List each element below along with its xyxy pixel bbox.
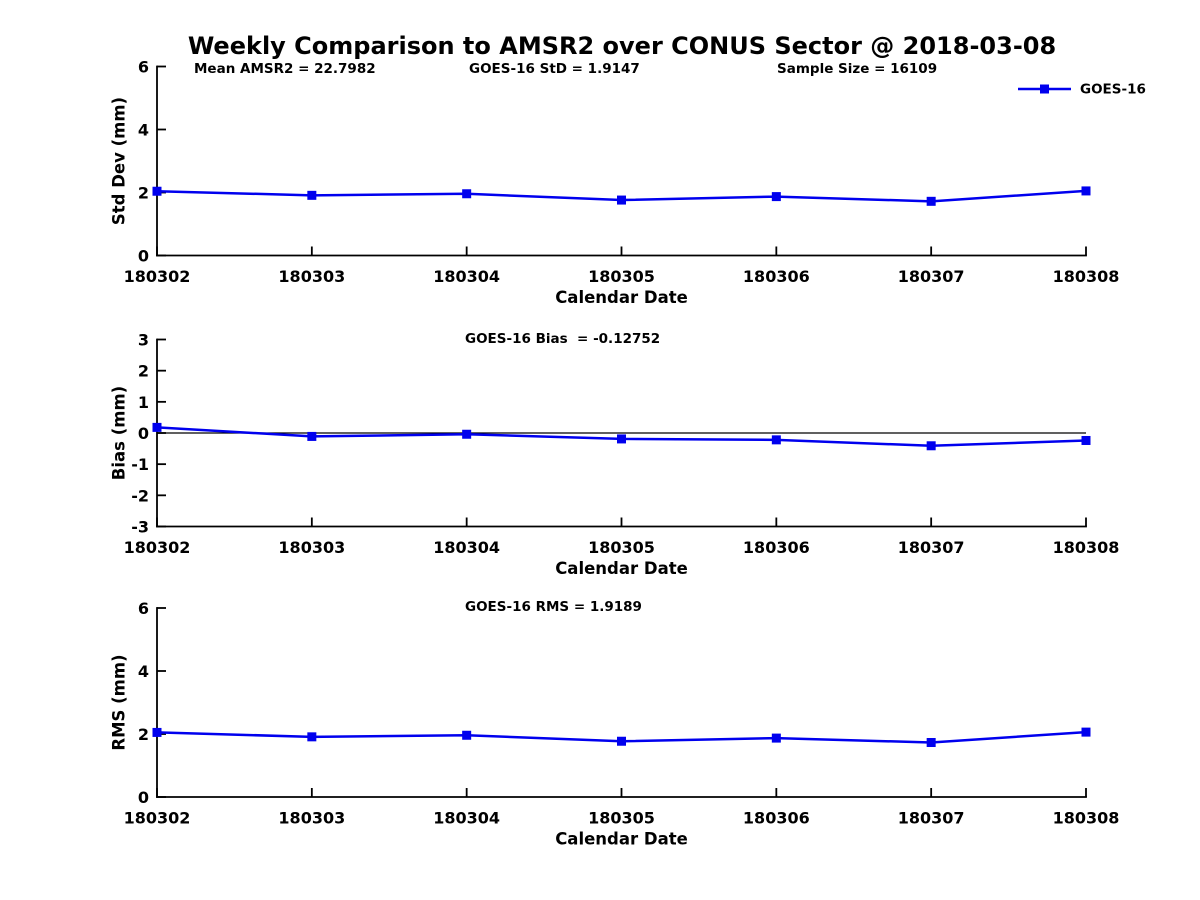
data-point-marker	[771, 192, 781, 202]
y-tick-label: 6	[138, 58, 149, 77]
data-point-marker	[771, 435, 781, 445]
legend-marker-icon	[1040, 84, 1049, 94]
annotation-goes16-rms: GOES-16 RMS = 1.9189	[465, 599, 642, 615]
subplot-std-dev: 0 2 4 6 180302 180303 180304 180305 180306 180307…	[110, 58, 1120, 308]
data-point-marker	[926, 196, 936, 206]
y-tick-label: 2	[138, 725, 149, 744]
data-point-marker	[1081, 435, 1091, 445]
x-tick-label: 180306	[743, 267, 810, 286]
annotation-mean-amsr2: Mean AMSR2 = 22.7982	[194, 61, 376, 77]
data-point-marker	[617, 195, 626, 205]
data-point-marker	[926, 738, 936, 748]
x-tick-label: 180304	[433, 267, 500, 286]
y-tick-label: 2	[138, 362, 149, 381]
x-tick-label: 180304	[433, 809, 500, 828]
y-tick-label: 0	[138, 788, 149, 807]
x-axis-title: Calendar Date	[555, 559, 688, 578]
y-tick-label: 6	[138, 599, 149, 618]
data-point-marker	[307, 732, 317, 742]
x-tick-label: 180308	[1053, 267, 1120, 286]
x-tick-label: 180305	[588, 267, 655, 286]
y-axis-title: RMS (mm)	[110, 654, 129, 750]
x-axis-title: Calendar Date	[555, 830, 688, 849]
x-tick-label: 180303	[278, 538, 345, 557]
data-point-marker	[307, 431, 317, 441]
y-tick-label: 4	[138, 121, 149, 140]
x-tick-label: 180307	[898, 267, 965, 286]
data-point-marker	[152, 422, 162, 432]
y-tick-label: 1	[138, 393, 149, 412]
x-tick-label: 180305	[588, 809, 655, 828]
subplot-rms: 0 2 4 6 180302 180303 180304 180305 180306 180307…	[110, 599, 1120, 849]
data-point-marker	[152, 727, 162, 737]
x-tick-label: 180302	[124, 538, 191, 557]
x-tick-label: 180306	[743, 809, 810, 828]
data-point-marker	[462, 730, 472, 740]
x-tick-label: 180307	[898, 538, 965, 557]
annotation-goes16-bias: GOES-16 Bias = -0.12752	[465, 331, 660, 347]
x-tick-label: 180303	[278, 267, 345, 286]
data-point-marker	[307, 190, 317, 200]
x-tick-label: 180308	[1053, 809, 1120, 828]
x-tick-label: 180305	[588, 538, 655, 557]
y-tick-label: -3	[131, 518, 149, 537]
data-point-marker	[771, 733, 781, 743]
data-point-marker	[617, 736, 626, 746]
x-axis-title: Calendar Date	[555, 288, 688, 307]
y-tick-label: 4	[138, 662, 149, 681]
annotation-goes16-std: GOES-16 StD = 1.9147	[469, 61, 640, 77]
y-tick-label: 2	[138, 184, 149, 203]
annotation-sample-size: Sample Size = 16109	[777, 61, 937, 77]
data-point-marker	[152, 186, 162, 196]
x-tick-label: 180307	[898, 809, 965, 828]
y-axis-title: Bias (mm)	[110, 386, 129, 480]
x-tick-label: 180302	[124, 267, 191, 286]
y-tick-label: 3	[138, 331, 149, 350]
figure-title: Weekly Comparison to AMSR2 over CONUS Se…	[188, 32, 1056, 60]
y-tick-label: -2	[131, 486, 149, 505]
x-tick-label: 180304	[433, 538, 500, 557]
data-point-marker	[1081, 186, 1091, 196]
data-point-marker	[617, 434, 626, 444]
x-tick-label: 180308	[1053, 538, 1120, 557]
data-point-marker	[1081, 727, 1091, 737]
y-axis-title: Std Dev (mm)	[110, 97, 129, 225]
y-tick-label: 0	[138, 247, 149, 266]
y-tick-label: 0	[138, 424, 149, 443]
legend: GOES-16	[1018, 82, 1146, 98]
x-tick-label: 180302	[124, 809, 191, 828]
x-tick-label: 180306	[743, 538, 810, 557]
data-point-marker	[926, 441, 936, 451]
legend-label: GOES-16	[1080, 82, 1146, 98]
data-point-marker	[462, 189, 472, 199]
x-tick-label: 180303	[278, 809, 345, 828]
subplot-bias: -3 -2 -1 0 1 2 3 180302 180303 180304 180305 180306…	[110, 331, 1120, 579]
data-point-marker	[462, 429, 472, 439]
y-tick-label: -1	[131, 455, 149, 474]
